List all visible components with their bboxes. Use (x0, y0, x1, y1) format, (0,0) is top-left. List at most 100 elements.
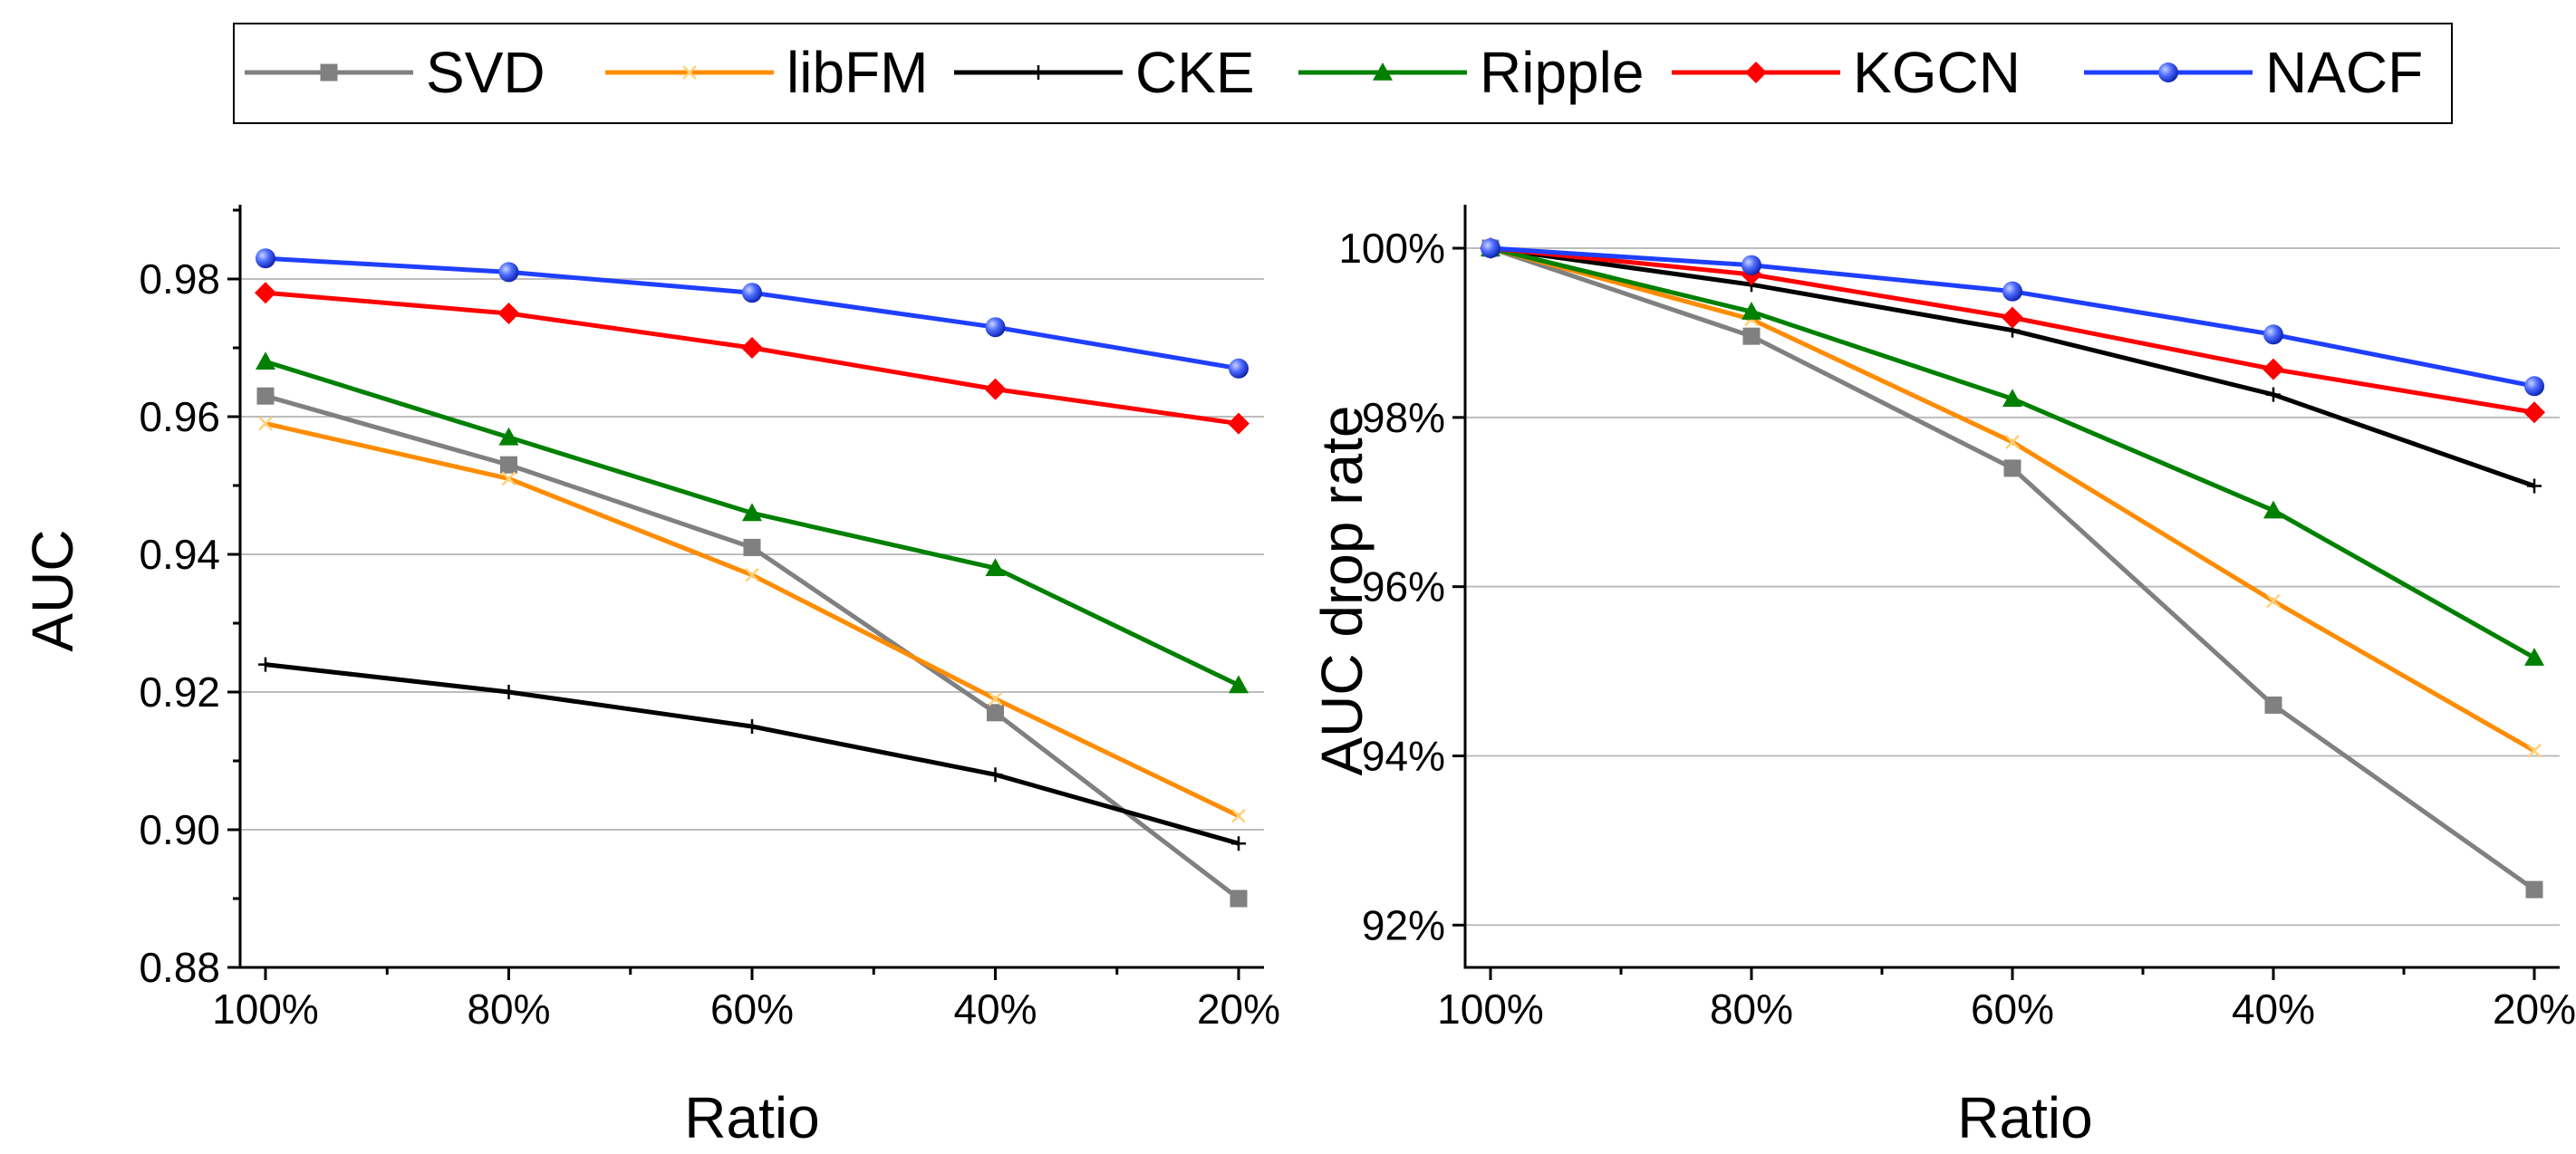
data-point (2525, 880, 2543, 899)
legend-marker (320, 63, 338, 82)
data-point (984, 378, 1007, 400)
data-point (500, 456, 517, 474)
legend-item-libfm: libFM (605, 40, 928, 105)
data-point (2002, 389, 2022, 408)
x-tick-label: 60% (710, 986, 794, 1033)
data-point (2524, 648, 2544, 666)
data-point (2263, 324, 2283, 345)
data-point (2262, 358, 2284, 380)
legend-label: SVD (426, 40, 545, 105)
series-cke (1483, 241, 2542, 494)
data-point (256, 387, 275, 405)
legend-item-svd: SVD (245, 40, 545, 105)
y-axis-label: AUC (20, 529, 85, 651)
data-point (2524, 376, 2544, 397)
series-line (265, 359, 1240, 688)
y-tick-label: 0.98 (139, 255, 220, 303)
data-point (742, 503, 762, 522)
data-point (1481, 238, 1500, 259)
data-point (498, 262, 519, 283)
data-point (987, 704, 1004, 722)
legend-marker (1031, 65, 1046, 80)
y-tick-label: 0.88 (139, 944, 220, 991)
x-tick-label: 100% (212, 986, 319, 1033)
legend-item-ripple: Ripple (1298, 40, 1644, 105)
y-tick-label: 0.90 (139, 806, 220, 853)
data-point (498, 427, 519, 446)
data-point (745, 719, 759, 734)
y-tick-label: 100% (1338, 225, 1445, 272)
x-tick-label: 40% (2232, 986, 2315, 1033)
series-svd (256, 387, 1248, 908)
legend-label: KGCN (1853, 40, 2021, 105)
data-point (2003, 459, 2021, 477)
series-cke (258, 657, 1246, 851)
legend-item-nacf: NACF (2084, 40, 2423, 105)
auc-chart: AUC Ratio 0.88 0.90 0.92 0.94 0.96 0.98 100% 80… (20, 205, 1280, 1150)
series-kgcn (255, 282, 1249, 435)
data-point (2264, 696, 2282, 714)
series-line (265, 393, 1240, 900)
x-axis-label: Ratio (1957, 1085, 2092, 1150)
legend-item-kgcn: KGCN (1672, 40, 2021, 105)
data-point (1231, 836, 1246, 851)
data-point (988, 691, 1003, 707)
data-point (2266, 387, 2281, 402)
y-axis-label: AUC drop rate (1309, 405, 1375, 775)
legend-items: SVD libFM CKE Ripple KGCN NACF (245, 40, 2423, 105)
x-tick-label: 100% (1437, 986, 1544, 1033)
legend-label: NACF (2265, 40, 2423, 105)
x-tick-label: 20% (1197, 986, 1280, 1033)
data-point (2005, 435, 2020, 449)
data-point (1741, 255, 1761, 275)
data-point (501, 471, 516, 486)
data-point (1229, 358, 1249, 379)
x-axis-label: Ratio (684, 1085, 819, 1150)
data-point (256, 351, 275, 370)
y-ticks: 92% 94% 96% 98% 100% (1338, 225, 1465, 948)
grid (1465, 247, 2560, 927)
data-point (741, 337, 763, 359)
legend: SVD libFM CKE Ripple KGCN NACF (233, 23, 2453, 124)
data-point (258, 416, 273, 431)
data-point (258, 657, 273, 672)
data-point (742, 283, 762, 303)
data-point (2002, 281, 2022, 302)
series-svd (1481, 239, 2543, 899)
x-ticks: 100% 80% 60% 40% 20% (1437, 967, 2576, 1033)
x-tick-label: 60% (1971, 986, 2054, 1033)
data-point (2527, 478, 2542, 494)
x-ticks: 100% 80% 60% 40% 20% (212, 967, 1280, 1033)
legend-item-cke: CKE (954, 40, 1255, 105)
x-tick-label: 80% (467, 986, 550, 1033)
series-nacf (1481, 238, 2544, 397)
data-point (1741, 302, 1761, 320)
x-tick-label: 40% (953, 986, 1037, 1033)
legend-label: Ripple (1480, 40, 1644, 105)
series-nacf (256, 248, 1249, 379)
data-point (985, 317, 1006, 338)
data-point (2527, 743, 2542, 758)
data-point (2266, 593, 2281, 609)
data-point (256, 248, 275, 269)
series-ripple (1481, 238, 2544, 666)
data-point (1742, 327, 1761, 345)
data-point (1230, 890, 1248, 908)
legend-label: libFM (786, 40, 928, 105)
data-point (985, 558, 1006, 576)
y-ticks: 0.88 0.90 0.92 0.94 0.96 0.98 (139, 208, 240, 991)
data-point (2523, 401, 2545, 424)
y-tick-label: 94% (1362, 732, 1445, 779)
x-tick-label: 80% (1710, 986, 1793, 1033)
data-point (743, 538, 761, 556)
x-tick-label: 20% (2493, 986, 2576, 1033)
y-tick-label: 92% (1362, 901, 1445, 948)
data-point (745, 567, 759, 582)
data-point (2263, 500, 2283, 519)
legend-marker (682, 65, 697, 80)
legend-label: CKE (1135, 40, 1255, 105)
axes (1463, 205, 2560, 969)
data-point (2002, 306, 2023, 329)
data-point (497, 303, 520, 324)
